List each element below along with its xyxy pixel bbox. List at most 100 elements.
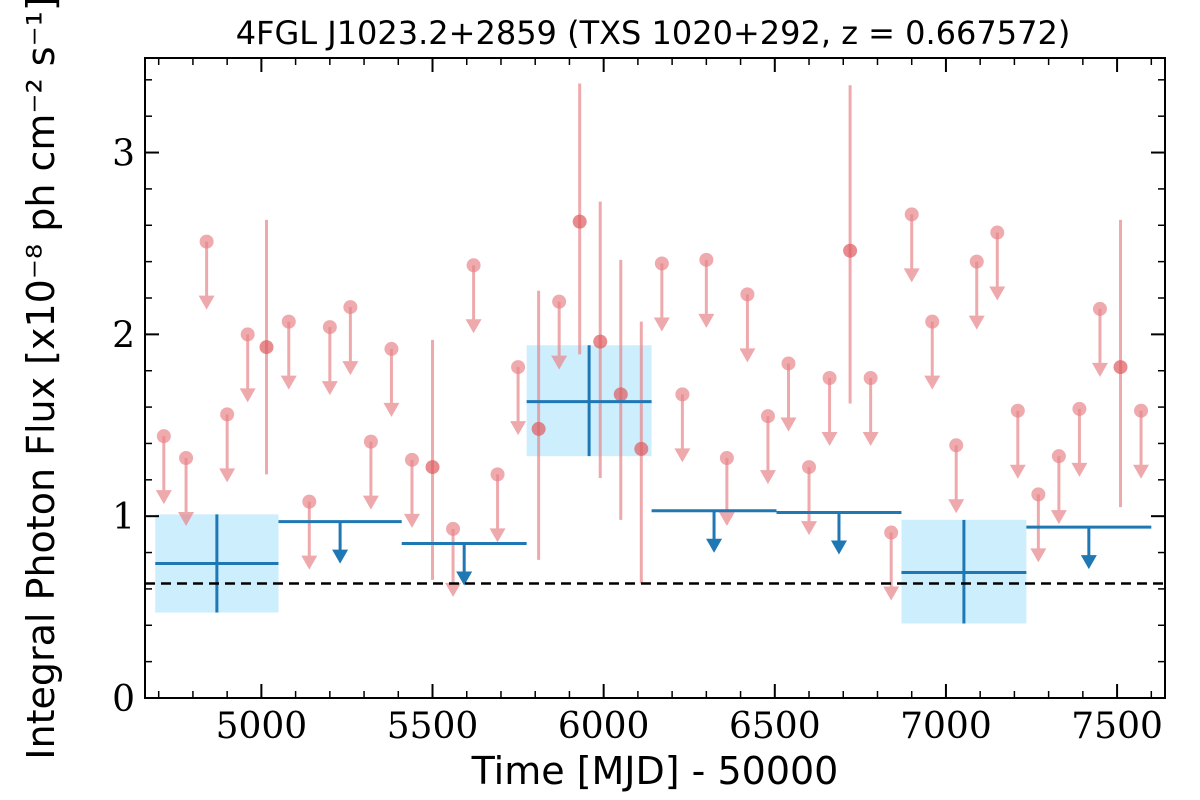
short-bin-upper-limit-arrow bbox=[1133, 410, 1150, 479]
short-bin-upper-limit-point bbox=[1051, 449, 1066, 464]
short-bin-upper-limit-arrow-head bbox=[445, 582, 462, 597]
short-bin-upper-limit-arrow bbox=[465, 265, 482, 334]
short-bin-upper-limit-point bbox=[990, 225, 1005, 240]
x-axis-label: Time [MJD] - 50000 bbox=[471, 749, 839, 793]
short-bin-upper-limit-point bbox=[884, 525, 899, 540]
short-bin-upper-limit-arrow bbox=[698, 259, 715, 328]
short-bin-upper-limit-point bbox=[781, 356, 796, 371]
long-bin-upper-limit-arrow-head bbox=[332, 549, 349, 564]
short-bin-upper-limit-point bbox=[1134, 403, 1149, 418]
short-bin-upper-limit-arrow-head bbox=[301, 555, 318, 570]
short-bin-upper-limit-arrow bbox=[321, 327, 338, 396]
long-bin-upper-limit-arrow bbox=[706, 510, 723, 553]
short-bin-upper-limit-arrow-head bbox=[801, 521, 818, 536]
short-bin-detection-point bbox=[259, 340, 274, 355]
short-bin-upper-limit-arrow bbox=[178, 458, 195, 526]
short-bin-upper-limit-arrow bbox=[1091, 308, 1108, 377]
short-bin-upper-limit-arrow bbox=[862, 378, 879, 446]
short-bin-upper-limit-point bbox=[822, 371, 837, 385]
short-bin-upper-limit-arrow-head bbox=[383, 402, 400, 417]
x-tick-label: 5500 bbox=[387, 706, 479, 747]
short-bin-upper-limit-arrow bbox=[903, 214, 920, 283]
short-bin-upper-limit-arrow bbox=[883, 532, 900, 601]
x-tick-label: 7500 bbox=[1071, 706, 1163, 747]
short-bin-upper-limit-arrow bbox=[383, 348, 400, 417]
short-bin-upper-limit-point bbox=[490, 467, 505, 482]
plot-area bbox=[145, 83, 1165, 624]
short-bin-upper-limit-arrow bbox=[198, 241, 215, 310]
short-bin-upper-limit-arrow-head bbox=[1091, 362, 1108, 377]
short-bin-upper-limit-point bbox=[969, 254, 984, 269]
short-bin-upper-limit-arrow bbox=[821, 378, 838, 446]
short-bin-upper-limit-arrow bbox=[301, 501, 318, 570]
short-bin-upper-limit-point bbox=[322, 320, 337, 335]
short-bin-upper-limit-arrow bbox=[801, 467, 818, 536]
short-bin-upper-limit-arrow-head bbox=[155, 490, 172, 505]
short-bin-upper-limit-arrow-head bbox=[883, 586, 900, 601]
short-bin-upper-limit-arrow-head bbox=[489, 528, 506, 543]
plot-frame bbox=[144, 57, 1166, 699]
short-bin-upper-limit-arrow-head bbox=[653, 317, 670, 332]
short-bin-upper-limit-arrow-head bbox=[198, 295, 215, 310]
long-bin-upper-limit-arrow bbox=[1080, 527, 1097, 570]
short-bin-upper-limit-arrow-head bbox=[1071, 462, 1088, 477]
long-bin-upper-limit-arrow-head bbox=[706, 538, 723, 553]
y-axis-label: Integral Photon Flux [x10⁻⁸ ph cm⁻² s⁻¹] bbox=[19, 0, 63, 760]
short-bin-upper-limit-point bbox=[384, 341, 399, 356]
short-bin-detection-point bbox=[613, 387, 628, 402]
x-tick-label: 6000 bbox=[558, 706, 650, 747]
short-bin-upper-limit-arrow bbox=[759, 416, 776, 485]
short-bin-upper-limit-arrow-head bbox=[465, 319, 482, 334]
short-bin-upper-limit-arrow-head bbox=[989, 286, 1006, 301]
short-bin-upper-limit-arrow bbox=[1050, 456, 1067, 525]
short-bin-upper-limit-arrow bbox=[1071, 408, 1088, 477]
y-tick-label: 3 bbox=[112, 134, 135, 175]
x-tick-label: 7000 bbox=[900, 706, 992, 747]
short-bin-upper-limit-arrow-head bbox=[403, 513, 420, 528]
long-bin-upper-limit-arrow bbox=[456, 543, 473, 586]
short-bin-upper-limit-arrow-head bbox=[551, 355, 568, 370]
short-bin-upper-limit-arrow-head bbox=[280, 375, 297, 390]
short-bin-upper-limit-point bbox=[1092, 301, 1107, 316]
short-bin-upper-limit-arrow bbox=[445, 528, 462, 597]
chart-title: 4FGL J1023.2+2859 (TXS 1020+292, z = 0.6… bbox=[236, 14, 1071, 52]
short-bin-upper-limit-arrow-head bbox=[862, 432, 879, 446]
short-bin-detection-point bbox=[593, 334, 608, 349]
short-bin-upper-limit-point bbox=[925, 314, 940, 329]
short-bin-upper-limit-point bbox=[220, 407, 235, 422]
short-bin-upper-limit-point bbox=[552, 294, 567, 309]
short-bin-upper-limit-point bbox=[240, 327, 255, 342]
short-bin-upper-limit-arrow bbox=[551, 301, 568, 370]
short-bin-upper-limit-point bbox=[863, 371, 878, 385]
long-bin-upper-limit-arrow-head bbox=[830, 540, 847, 555]
short-bin-upper-limit-arrow-head bbox=[1030, 548, 1047, 563]
short-bin-upper-limit-arrow bbox=[989, 232, 1006, 301]
short-bin-upper-limit-arrow-head bbox=[718, 512, 735, 526]
short-bin-upper-limit-arrow bbox=[489, 474, 506, 543]
short-bin-detection-point bbox=[425, 460, 440, 475]
short-bin-upper-limit-point bbox=[1010, 403, 1025, 418]
short-bin-upper-limit-point bbox=[363, 434, 378, 449]
short-bin-upper-limit-arrow bbox=[155, 436, 172, 505]
short-bin-upper-limit-arrow-head bbox=[219, 468, 236, 483]
long-bin-upper-limit-arrow bbox=[332, 521, 349, 564]
short-bin-upper-limit-point bbox=[466, 258, 481, 273]
short-bin-upper-limit-arrow-head bbox=[780, 417, 797, 432]
short-bin-upper-limit-point bbox=[199, 234, 214, 249]
short-bin-detection-point bbox=[843, 243, 858, 258]
short-bin-upper-limit-arrow-head bbox=[1009, 464, 1026, 479]
short-bin-upper-limit-point bbox=[802, 460, 817, 475]
short-bin-detection-point bbox=[531, 421, 546, 436]
short-bin-detection-point bbox=[634, 441, 649, 456]
short-bin-upper-limit-arrow bbox=[924, 321, 941, 390]
short-bin-upper-limit-arrow-head bbox=[178, 512, 195, 526]
short-bin-upper-limit-arrow-head bbox=[903, 268, 920, 283]
short-bin-upper-limit-point bbox=[949, 438, 964, 453]
short-bin-upper-limit-arrow bbox=[403, 459, 420, 528]
short-bin-upper-limit-arrow-head bbox=[948, 499, 965, 514]
y-tick-label: 0 bbox=[112, 679, 135, 720]
short-bin-upper-limit-arrow bbox=[219, 414, 236, 483]
x-tick-label: 5000 bbox=[216, 706, 308, 747]
short-bin-upper-limit-arrow-head bbox=[342, 361, 359, 376]
short-bin-upper-limit-point bbox=[281, 314, 296, 329]
